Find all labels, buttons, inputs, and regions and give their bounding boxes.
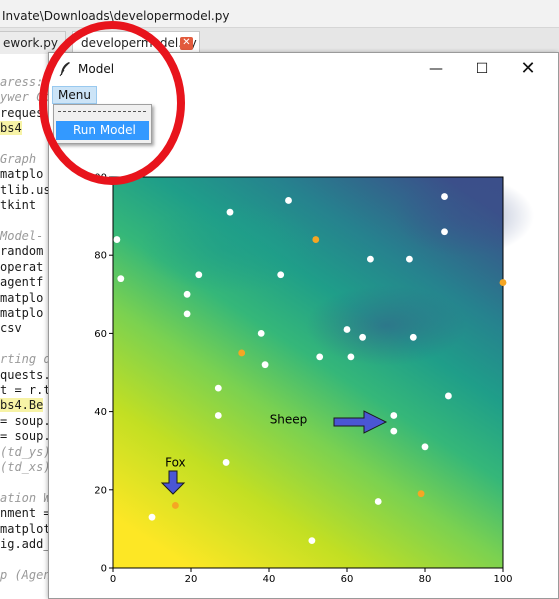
code-line: (td_ys) (0, 444, 51, 459)
sheep-arrow (333, 410, 388, 434)
code-line: quests. (0, 367, 51, 382)
code-line: = soup. (0, 413, 51, 428)
code-line: tlib.us (0, 182, 51, 197)
sheep-point (277, 271, 285, 279)
wolf-point (238, 349, 246, 357)
y-tick-label: 20 (94, 485, 107, 496)
run-model-menu-item[interactable]: Run Model (56, 121, 149, 140)
sheep-point (441, 193, 448, 200)
wolf-point (312, 236, 320, 243)
sheep-point (183, 290, 191, 298)
sheep-point (222, 459, 230, 466)
sheep-point (390, 427, 398, 435)
environment-patch (140, 202, 320, 293)
minimize-button[interactable]: — (429, 61, 443, 77)
x-tick-label: 0 (110, 574, 116, 585)
y-tick-label: 100 (88, 173, 107, 184)
code-line: = soup. (0, 429, 51, 444)
code-line: aress: (0, 75, 44, 89)
sheep-point (421, 443, 429, 451)
sheep-point (214, 412, 222, 419)
wolf-point (172, 502, 179, 509)
sheep-point (445, 392, 452, 400)
code-line: ig.add_ (0, 537, 51, 551)
code-line: rting d (0, 352, 51, 367)
y-tick-label: 0 (101, 564, 107, 575)
sheep-point (441, 228, 448, 236)
sheep-point (347, 353, 355, 361)
editor-file-path: Invate\Downloads\developermodel.py (2, 9, 230, 23)
x-tick-label: 20 (185, 574, 198, 585)
code-line: bs4 (0, 121, 22, 136)
sheep-point (257, 330, 265, 337)
sheep-point (406, 255, 413, 263)
maximize-button[interactable]: ☐ (475, 61, 489, 77)
x-tick-label: 40 (263, 574, 276, 585)
sheep-point (195, 271, 203, 279)
fox-arrow (160, 470, 186, 495)
code-line: reques (0, 105, 44, 120)
wolf-point (417, 490, 425, 498)
sheep-point (367, 255, 374, 263)
x-tick-label: 100 (493, 574, 512, 585)
code-line: ation W (0, 490, 51, 505)
code-line: agentf (0, 275, 44, 290)
fox-annotation: Fox (165, 455, 186, 469)
code-line: matplo (0, 290, 44, 305)
sheep-point (113, 236, 121, 243)
sheep-point (390, 412, 398, 419)
code-line: matplo (0, 306, 44, 320)
wolf-point (499, 279, 507, 286)
code-line: random (0, 244, 44, 259)
plot-frame (112, 176, 504, 569)
menu-tearoff[interactable] (58, 111, 146, 112)
sheep-point (359, 333, 366, 341)
sheep-point (261, 361, 269, 369)
code-line: matplot (0, 521, 51, 536)
sheep-point (117, 275, 125, 283)
menu-dropdown: Run Model (53, 104, 152, 144)
code-line: bs4.Be (0, 398, 44, 413)
y-tick-label: 40 (94, 407, 107, 418)
code-line: nment = (0, 506, 51, 521)
sheep-annotation: Sheep (270, 412, 308, 426)
close-button[interactable]: ✕ (520, 58, 536, 79)
code-line: matplo (0, 167, 44, 182)
code-line: (td_xs) (0, 460, 51, 474)
sheep-point (183, 310, 191, 318)
code-line: t = r.t (0, 383, 51, 397)
environment-patch (306, 285, 466, 366)
sheep-point (343, 326, 351, 333)
environment-patch (394, 176, 534, 257)
sheep-point (226, 208, 234, 216)
code-line: Model- (0, 229, 44, 243)
sheep-point (214, 384, 222, 392)
x-tick-label: 60 (341, 574, 354, 585)
code-line: csv (0, 321, 22, 336)
sheep-point (148, 513, 156, 521)
sheep-point (409, 333, 417, 341)
code-line: p (Agen (0, 567, 51, 582)
sheep-point (308, 537, 316, 545)
code-line: tkint (0, 198, 37, 213)
sheep-point (316, 353, 324, 361)
y-tick-label: 60 (94, 329, 107, 340)
y-tick-label: 80 (94, 251, 107, 262)
sheep-point (374, 498, 382, 505)
sheep-point (285, 197, 292, 204)
code-line: operat (0, 259, 44, 274)
code-line: Graph (0, 152, 37, 166)
x-tick-label: 80 (419, 574, 432, 585)
